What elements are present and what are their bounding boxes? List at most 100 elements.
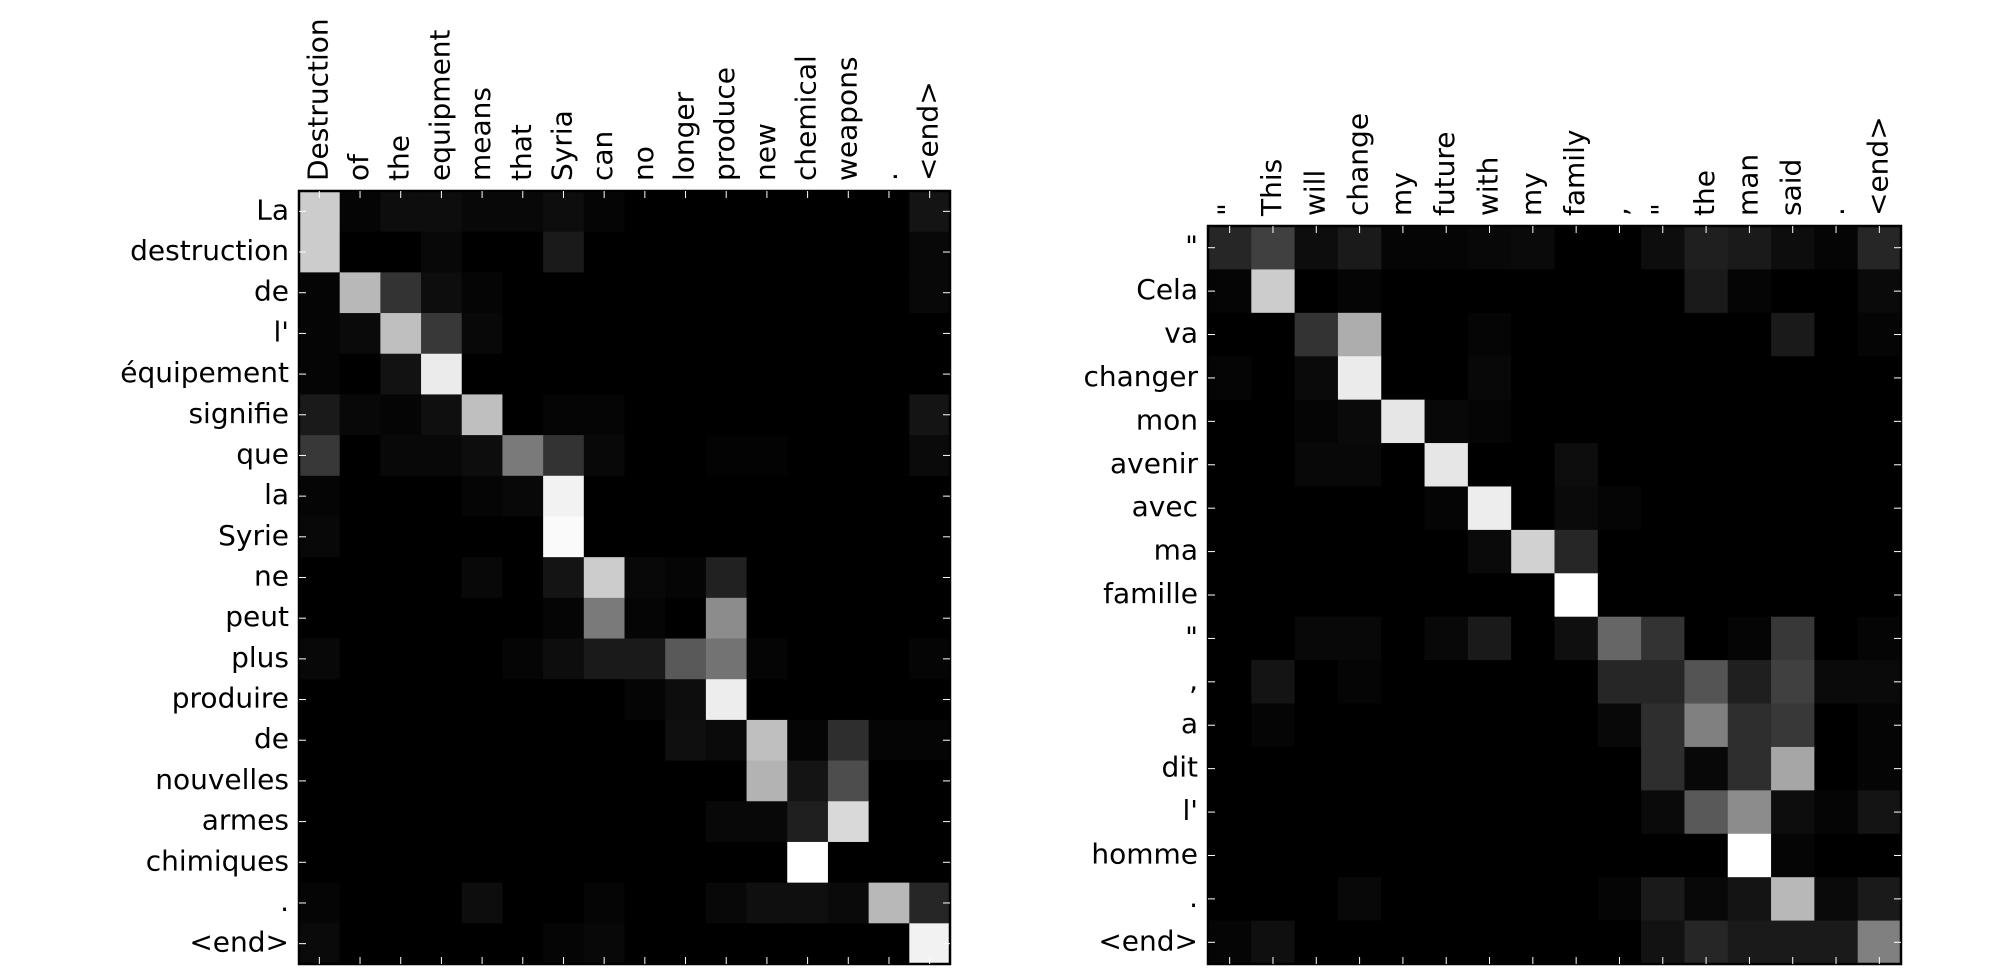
- heatmap-cell: [1511, 746, 1555, 791]
- heatmap-cell: [1467, 269, 1512, 314]
- y-tick-label: <end>: [189, 926, 289, 959]
- heatmap-cell: [1771, 443, 1815, 487]
- heatmap-cell: [1381, 486, 1426, 531]
- y-tick-label: Syrie: [218, 519, 289, 552]
- heatmap-cell: [502, 272, 544, 314]
- heatmap-cell: [827, 475, 870, 517]
- y-tick-label: de: [254, 275, 289, 308]
- heatmap-cell: [1208, 790, 1252, 835]
- heatmap-cell: [1641, 746, 1685, 791]
- heatmap-cell: [1511, 486, 1555, 531]
- heatmap-cell: [1641, 877, 1685, 922]
- heatmap-cell: [339, 638, 381, 680]
- y-tick-label: mon: [1136, 403, 1198, 436]
- y-tick-label: l': [1183, 794, 1198, 827]
- heatmap-cell: [1511, 877, 1555, 922]
- heatmap-cell: [1684, 529, 1729, 574]
- heatmap-cell: [787, 394, 829, 436]
- heatmap-cell: [665, 272, 707, 314]
- heatmap-cell: [746, 638, 788, 680]
- heatmap-cell: [380, 435, 422, 477]
- heatmap-cell: [543, 353, 585, 395]
- heatmap-cell: [339, 760, 381, 802]
- heatmap-cell: [1727, 833, 1772, 878]
- heatmap-cell: [421, 638, 463, 680]
- heatmap-cell: [583, 272, 625, 314]
- heatmap-cell: [339, 801, 381, 843]
- heatmap-cell: [1381, 660, 1426, 705]
- heatmap-cell: [746, 353, 788, 395]
- heatmap-cell: [827, 394, 870, 436]
- heatmap-cell: [1467, 399, 1512, 444]
- heatmap-cell: [1814, 312, 1859, 357]
- heatmap-cell: [583, 475, 625, 517]
- heatmap-cell: [827, 313, 870, 355]
- heatmap-cell: [339, 435, 381, 477]
- heatmap-cell: [1554, 356, 1599, 401]
- heatmap-cell: [1641, 660, 1685, 705]
- x-tick-label: change: [1342, 113, 1375, 216]
- x-tick-label: will: [1298, 170, 1331, 216]
- heatmap-cell: [339, 882, 381, 924]
- y-tick-label: ": [1185, 230, 1198, 263]
- heatmap-cell: [543, 679, 585, 721]
- heatmap-cell: [624, 557, 666, 599]
- heatmap-cell: [1511, 312, 1555, 357]
- heatmap-cell: [665, 475, 707, 517]
- heatmap-cell: [583, 638, 625, 680]
- heatmap-cell: [583, 760, 625, 802]
- heatmap-cell: [1684, 833, 1729, 878]
- heatmap-cell: [1294, 833, 1339, 878]
- heatmap-cell: [787, 272, 829, 314]
- heatmap-cell: [1554, 833, 1599, 878]
- heatmap-cell: [1208, 573, 1252, 618]
- heatmap-cell: [1424, 399, 1469, 444]
- heatmap-cell: [1424, 356, 1469, 401]
- heatmap-cell: [380, 313, 422, 355]
- heatmap-cell: [339, 516, 381, 558]
- heatmap-cell: [1597, 616, 1642, 661]
- heatmap-cell: [1641, 356, 1685, 401]
- x-tick-label: ": [1645, 203, 1678, 216]
- heatmap-cell: [1727, 356, 1772, 401]
- heatmap-cell: [1208, 269, 1252, 314]
- heatmap-cell: [1208, 877, 1252, 922]
- heatmap-cell: [1597, 833, 1642, 878]
- heatmap-cell: [380, 760, 422, 802]
- heatmap-cell: [1814, 833, 1859, 878]
- heatmap-cell: [1684, 703, 1729, 748]
- heatmap-cell: [1251, 660, 1296, 705]
- heatmap-cell: [1337, 226, 1382, 270]
- heatmap-cell: [868, 557, 910, 599]
- heatmap-cell: [1294, 399, 1339, 444]
- heatmap-cell: [1337, 616, 1382, 661]
- y-tick-label: la: [264, 478, 289, 511]
- heatmap-cell: [1381, 312, 1426, 357]
- heatmap-cell: [1337, 356, 1382, 401]
- heatmap-cell: [1771, 877, 1815, 922]
- heatmap-cell: [421, 760, 463, 802]
- x-tick-label: of: [342, 153, 375, 181]
- heatmap-cell: [787, 435, 829, 477]
- heatmap-cell: [339, 475, 381, 517]
- heatmap-cell: [461, 760, 503, 802]
- heatmap-cell: [868, 475, 910, 517]
- heatmap-cell: [1684, 312, 1729, 357]
- heatmap-cell: [1727, 269, 1772, 314]
- y-tick-label: .: [280, 885, 289, 918]
- heatmap-cell: [746, 719, 788, 762]
- heatmap-cell: [339, 841, 381, 884]
- heatmap-cell: [1294, 616, 1339, 661]
- heatmap-cell: [1208, 660, 1252, 705]
- heatmap-cell: [624, 679, 666, 721]
- heatmap-cell: [543, 557, 585, 599]
- heatmap-cell: [624, 882, 666, 924]
- heatmap-cell: [1467, 790, 1512, 835]
- heatmap-cell: [827, 638, 870, 680]
- heatmap-cell: [1814, 486, 1859, 531]
- heatmap-cell: [461, 516, 503, 558]
- x-tick-label: my: [1515, 172, 1548, 216]
- heatmap-cell: [705, 313, 748, 355]
- heatmap-cell: [1337, 703, 1382, 748]
